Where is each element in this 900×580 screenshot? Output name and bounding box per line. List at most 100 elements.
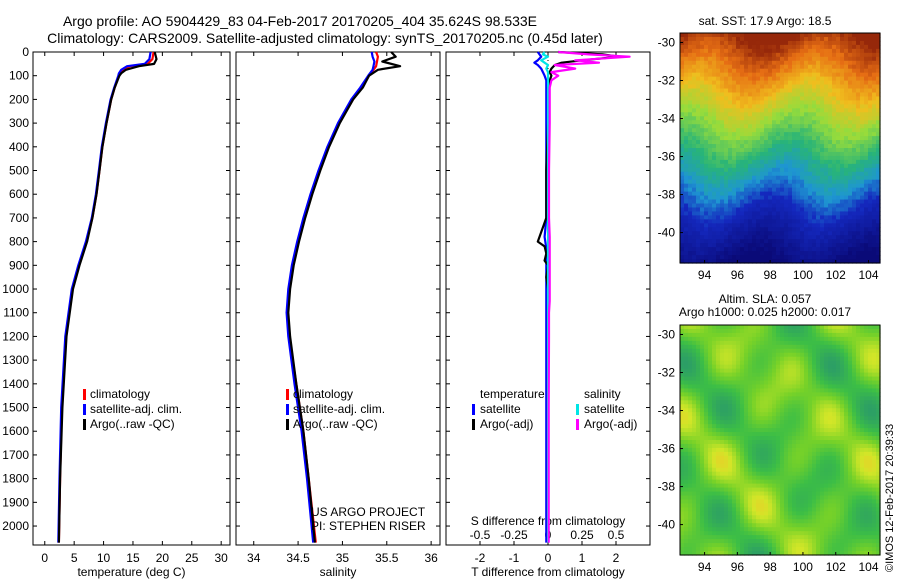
map-cell: [708, 175, 713, 181]
map-cell: [744, 447, 749, 453]
map-cell: [724, 163, 729, 169]
map-cell: [868, 44, 873, 50]
map-cell: [844, 227, 849, 232]
map-cell: [876, 52, 881, 58]
map-cell: [868, 68, 873, 74]
map-cell: [816, 400, 821, 405]
map-cell: [836, 116, 841, 121]
map-cell: [860, 356, 865, 362]
map-cell: [828, 436, 833, 441]
map-cell: [760, 463, 765, 469]
map-cell: [696, 412, 701, 417]
map-cell: [716, 467, 721, 473]
map-cell: [876, 360, 881, 366]
map-cell: [684, 255, 689, 260]
map-cell: [868, 179, 873, 185]
map-cell: [692, 352, 697, 358]
map-cell: [700, 112, 705, 117]
map-cell: [688, 136, 693, 141]
map-cell: [772, 64, 777, 70]
map-cell: [824, 328, 829, 334]
map-cell: [840, 207, 845, 213]
map-cell: [876, 104, 881, 109]
map-cell: [708, 159, 713, 165]
depth-tick-label: 1200: [2, 329, 29, 343]
map-cell: [700, 183, 705, 189]
map-cell: [688, 239, 693, 244]
map-cell: [860, 175, 865, 181]
map-cell: [736, 60, 741, 66]
map-cell: [788, 199, 793, 205]
map-cell: [816, 80, 821, 86]
map-cell: [784, 132, 789, 137]
map-cell: [816, 187, 821, 193]
map-cell: [724, 356, 729, 362]
map-cell: [760, 104, 765, 109]
map-cell: [824, 364, 829, 370]
map-cell: [868, 191, 873, 197]
map-cell: [868, 132, 873, 137]
map-cell: [872, 72, 877, 78]
map-cell: [808, 48, 813, 54]
map-cell: [736, 243, 741, 248]
map-cell: [684, 325, 689, 330]
map-cell: [740, 424, 745, 429]
map-cell: [848, 255, 853, 260]
map-cell: [876, 60, 881, 66]
map-cell: [728, 211, 733, 217]
map-cell: [832, 463, 837, 469]
map-cell: [724, 255, 729, 260]
map-cell: [764, 443, 769, 449]
map-cell: [764, 56, 769, 62]
map-cell: [748, 104, 753, 109]
map-cell: [840, 424, 845, 429]
map-cell: [844, 92, 849, 98]
map-cell: [720, 84, 725, 90]
map-cell: [876, 392, 881, 397]
map-cell: [692, 33, 697, 38]
map-cell: [796, 215, 801, 220]
map-cell: [736, 148, 741, 153]
map-cell: [760, 356, 765, 362]
map-cell: [876, 72, 881, 78]
map-cell: [700, 195, 705, 201]
map-cell: [760, 388, 765, 394]
map-cell: [800, 352, 805, 358]
map-cell: [720, 151, 725, 157]
map-cell: [736, 380, 741, 386]
map-cell: [728, 64, 733, 70]
map-cell: [744, 92, 749, 98]
depth-tick-label: 1800: [2, 472, 29, 486]
map-cell: [804, 116, 809, 121]
map-cell: [740, 64, 745, 70]
map-cell: [696, 108, 701, 113]
map-cell: [796, 235, 801, 240]
map-cell: [748, 380, 753, 386]
map-cell: [832, 120, 837, 125]
map-cell: [848, 432, 853, 437]
map-cell: [800, 380, 805, 386]
temperature-legend-swatch: [83, 404, 86, 415]
map-cell: [792, 239, 797, 244]
map-cell: [784, 455, 789, 461]
map-cell: [704, 80, 709, 86]
map-cell: [840, 463, 845, 469]
map-cell: [764, 199, 769, 205]
map-cell: [680, 416, 685, 421]
map-cell: [832, 80, 837, 86]
map-cell: [796, 408, 801, 413]
map-cell: [772, 231, 777, 236]
map-cell: [708, 360, 713, 366]
map-cell: [788, 76, 793, 82]
map-cell: [804, 227, 809, 232]
map-cell: [796, 396, 801, 401]
map-cell: [764, 96, 769, 102]
map-cell: [800, 163, 805, 169]
map-cell: [868, 235, 873, 240]
map-cell: [760, 116, 765, 121]
map-cell: [856, 80, 861, 86]
map-cell: [856, 191, 861, 197]
map-cell: [688, 40, 693, 46]
map-cell: [820, 116, 825, 121]
map-cell: [832, 420, 837, 425]
